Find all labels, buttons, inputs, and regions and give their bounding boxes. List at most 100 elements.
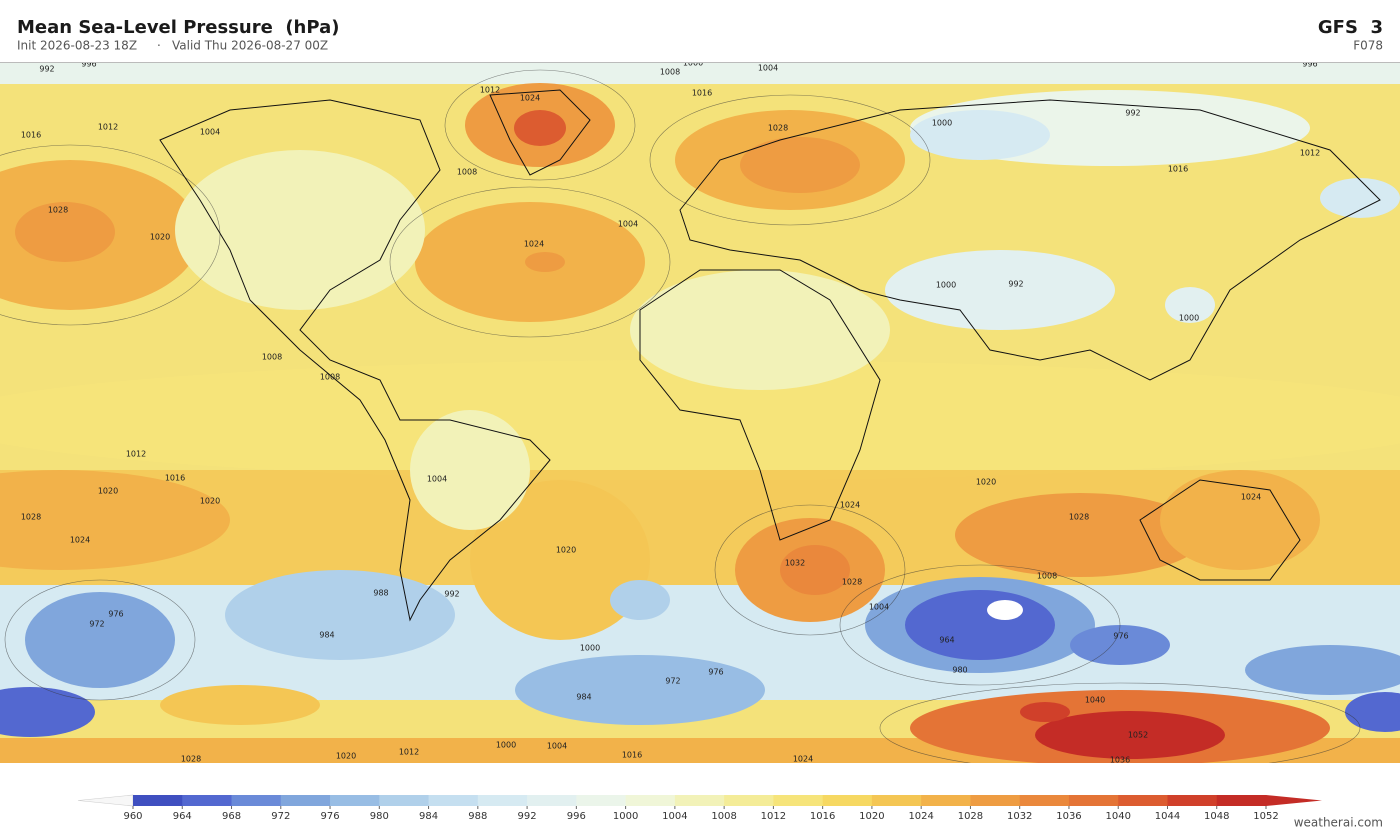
contour-label: 1020 [556, 546, 576, 555]
contour-label: 1020 [976, 478, 996, 487]
contour-label: 1004 [547, 742, 567, 751]
contour-label: 1008 [457, 168, 477, 177]
colorbar-segment [231, 795, 282, 806]
colorbar-tick-label: 1016 [810, 811, 835, 822]
contour-label: 992 [444, 590, 459, 599]
colorbar-tick-label: 1028 [958, 811, 983, 822]
colorbar: 960 964 968 972 976 980 984 988 992 996 1000 1004 10… [77, 794, 1322, 822]
contour-label: 976 [1113, 632, 1128, 641]
contour-label: 1012 [399, 748, 419, 757]
contour-label: 972 [665, 677, 680, 686]
colorbar-segment [674, 795, 725, 806]
contour-label: 1024 [1241, 493, 1261, 502]
colorbar-tick-label: 1000 [613, 811, 638, 822]
contour-label: 992 [1125, 109, 1140, 118]
contour-label: 1004 [618, 220, 638, 229]
contour-label: 1032 [785, 559, 805, 568]
contour-label: 980 [952, 666, 967, 675]
contour-label: 1012 [126, 450, 146, 459]
colorbar-segment [182, 795, 233, 806]
colorbar-tick-label: 1048 [1204, 811, 1229, 822]
contour-label: 1016 [692, 89, 712, 98]
colorbar-tick-label: 964 [173, 811, 192, 822]
colorbar-tick-label: 984 [419, 811, 438, 822]
colorbar-tick-label: 1044 [1155, 811, 1180, 822]
credit[interactable]: weatherai.com [1294, 816, 1383, 830]
contour-label: 1028 [1069, 513, 1089, 522]
colorbar-segment [280, 795, 331, 806]
colorbar-tick-label: 988 [468, 811, 487, 822]
contour-label: 988 [373, 589, 388, 598]
init-time: Init 2026-08-23 18Z [17, 39, 137, 53]
contour-label: 1000 [580, 644, 600, 653]
colorbar-tick-label: 996 [567, 811, 586, 822]
colorbar-tick-label: 960 [123, 811, 142, 822]
contour-label: 1020 [98, 487, 118, 496]
contour-label: 1028 [21, 513, 41, 522]
colorbar-segment [330, 795, 380, 806]
map-title: Mean Sea-Level Pressure (hPa) [17, 17, 339, 38]
colorbar-segment [1167, 795, 1218, 806]
pressure-map: 992 996 1000 1004 1008 1016 1012 1004 1012 1024 10… [0, 59, 1400, 765]
contour-label: 1024 [520, 94, 540, 103]
contour-label: 972 [89, 620, 104, 629]
contour-label: 1000 [936, 281, 956, 290]
colorbar-segment [970, 795, 1021, 806]
contour-label: 1020 [200, 497, 220, 506]
colorbar-segment [133, 795, 183, 806]
colorbar-tick-label: 1024 [908, 811, 933, 822]
colorbar-segment [822, 795, 873, 806]
valid-time: Valid Thu 2026-08-27 00Z [172, 39, 328, 53]
colorbar-tick-label: 1040 [1105, 811, 1130, 822]
contour-label: 1020 [336, 752, 356, 761]
colorbar-segment [724, 795, 774, 806]
contour-label: 984 [319, 631, 334, 640]
contour-label: 964 [939, 636, 954, 645]
colorbar-tick-label: 980 [370, 811, 389, 822]
contour-label: 1000 [496, 741, 516, 750]
colorbar-under [77, 794, 134, 807]
colorbar-tick-label: 1052 [1253, 811, 1278, 822]
contour-label: 984 [576, 693, 591, 702]
colorbar-segment [477, 795, 528, 806]
contour-label: 1016 [165, 474, 185, 483]
contour-label: 1024 [524, 240, 544, 249]
model-name: GFS 3 [1318, 17, 1383, 38]
contour-label: 996 [81, 60, 96, 69]
contour-label: 1000 [683, 59, 703, 68]
contour-label: 1008 [320, 373, 340, 382]
contour-label: 1012 [1300, 149, 1320, 158]
contour-label: 976 [108, 610, 123, 619]
contour-label: 1036 [1110, 756, 1130, 765]
colorbar-tick-label: 968 [222, 811, 241, 822]
contour-label: 1016 [622, 751, 642, 760]
colorbar-segment [773, 795, 824, 806]
contour-label: 992 [1008, 280, 1023, 289]
contour-label: 1000 [1179, 314, 1199, 323]
contour-label: 1028 [48, 206, 68, 215]
colorbar-segment [625, 795, 676, 806]
contour-label: 1016 [21, 131, 41, 140]
colorbar-tick-label: 992 [518, 811, 537, 822]
separator: · [157, 39, 161, 53]
contour-label: 1024 [70, 536, 90, 545]
colorbar-segment [871, 795, 922, 806]
contour-label: 1020 [150, 233, 170, 242]
colorbar-segment [576, 795, 627, 806]
contour-label: 996 [1302, 60, 1317, 69]
colorbar-tick-label: 1032 [1007, 811, 1032, 822]
contour-label: 1016 [1168, 165, 1188, 174]
contour-label: 1004 [758, 64, 778, 73]
contour-label: 1000 [932, 119, 952, 128]
contour-label: 1008 [1037, 572, 1057, 581]
colorbar-tick-label: 1004 [662, 811, 687, 822]
colorbar-tick-label: 1036 [1056, 811, 1081, 822]
contour-label: 1008 [660, 68, 680, 77]
contour-label: 1012 [480, 86, 500, 95]
colorbar-segment [1118, 795, 1168, 806]
contour-label: 1004 [427, 475, 447, 484]
colorbar-tick-label: 1020 [859, 811, 884, 822]
